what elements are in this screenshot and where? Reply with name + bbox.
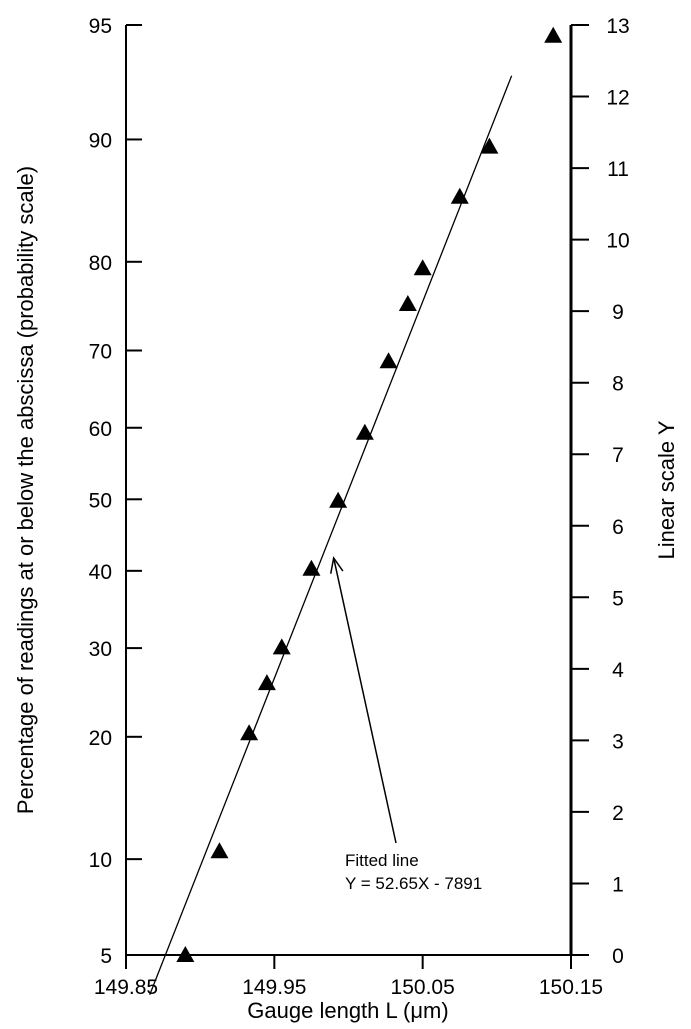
- left-axis-ticks: 95 90 80 70 60 50 40 30 20 10 5: [89, 15, 142, 968]
- fitted-line: [149, 75, 513, 995]
- right-tick-label: 7: [612, 444, 624, 467]
- x-tick-label: 149.85: [94, 976, 158, 999]
- left-tick-label: 5: [100, 945, 112, 968]
- data-point-triangle: [329, 491, 348, 508]
- right-tick-label: 10: [606, 230, 629, 253]
- right-axis-title: Linear scale Y: [654, 420, 679, 559]
- data-point-triangle: [240, 724, 259, 741]
- data-point-triangle: [257, 674, 276, 691]
- annotation-title: Fitted line: [345, 851, 419, 870]
- data-point-triangle: [272, 638, 291, 655]
- right-tick-label: 8: [612, 373, 624, 396]
- data-point-triangle: [450, 187, 469, 204]
- right-tick-label: 9: [612, 301, 624, 324]
- data-point-triangle: [176, 946, 195, 962]
- annotation-arrow: [332, 557, 397, 844]
- left-tick-label: 80: [89, 252, 112, 275]
- annotation-group: Fitted line Y = 52.65X - 7891: [329, 556, 482, 893]
- x-tick-label: 149.95: [242, 976, 306, 999]
- left-tick-label: 50: [89, 489, 112, 512]
- data-point-triangle: [544, 26, 563, 43]
- right-tick-label: 13: [606, 15, 629, 38]
- fit-line-group: [149, 75, 513, 995]
- left-axis-title: Percentage of readings at or below the a…: [13, 166, 38, 814]
- left-tick-label: 95: [89, 15, 112, 38]
- left-tick-label: 70: [89, 341, 112, 364]
- data-point-triangle: [302, 559, 321, 576]
- left-tick-label: 20: [89, 727, 112, 750]
- data-point-triangle: [398, 295, 417, 311]
- x-axis-ticks: 149.85 149.95 150.05 150.15: [94, 955, 603, 999]
- x-tick-label: 150.05: [391, 976, 455, 999]
- x-axis-title: Gauge length L (μm): [247, 998, 448, 1023]
- axes: [125, 25, 573, 956]
- data-point-triangle: [379, 352, 398, 369]
- left-tick-label: 30: [89, 638, 112, 661]
- data-point-triangle: [210, 842, 229, 859]
- right-tick-label: 3: [612, 730, 624, 753]
- data-points: [176, 26, 563, 962]
- left-tick-label: 40: [89, 561, 112, 584]
- right-tick-label: 4: [612, 659, 624, 682]
- right-tick-label: 0: [612, 945, 624, 968]
- x-tick-label: 150.15: [539, 976, 603, 999]
- left-tick-label: 10: [89, 849, 112, 872]
- annotation-equation: Y = 52.65X - 7891: [345, 874, 482, 893]
- right-tick-label: 2: [612, 802, 624, 825]
- right-tick-label: 11: [607, 158, 629, 181]
- left-tick-label: 60: [89, 418, 112, 441]
- right-tick-label: 12: [606, 87, 629, 110]
- right-tick-label: 6: [612, 516, 624, 539]
- left-tick-label: 90: [89, 129, 112, 152]
- data-point-triangle: [413, 259, 432, 276]
- right-tick-label: 1: [612, 873, 624, 896]
- data-point-triangle: [480, 137, 499, 154]
- annotation-arrowhead: [329, 556, 344, 574]
- right-tick-label: 5: [612, 587, 624, 610]
- data-point-triangle: [355, 423, 374, 440]
